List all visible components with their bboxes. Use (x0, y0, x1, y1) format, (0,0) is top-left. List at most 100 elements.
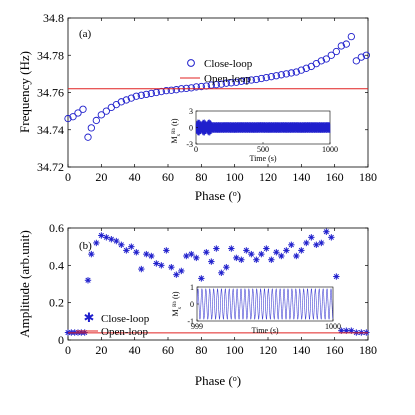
panel-b-close-loop-point (113, 237, 120, 245)
panel-a-close-loop-point (217, 80, 225, 88)
panel-a-x-tick-label: 180 (359, 170, 377, 184)
panel-b-close-loop-point (148, 252, 155, 260)
panel-b-close-loop-point (168, 264, 175, 271)
panel-b-series (64, 228, 370, 336)
panel-a-legend-label-open-loop: Open-loop (204, 73, 252, 85)
panel-b-inset-y-tick-label: -1 (187, 317, 194, 326)
panel-a-label: (a) (79, 28, 92, 40)
panel-b-close-loop-point (118, 241, 125, 248)
panel-a-close-loop-point (102, 107, 110, 115)
panel-a-close-loop-point (192, 83, 200, 91)
panel-b-close-loop-point (323, 228, 330, 235)
panel-b-x-tick-label: 120 (259, 343, 277, 357)
panel-a-close-loop-point (222, 79, 230, 87)
panel-a-close-loop-point (132, 92, 140, 100)
panel-a-x-axis-label: Phase (o) (195, 188, 241, 203)
panel-b-close-loop-point (243, 247, 250, 254)
panel-b-close-loop-point (183, 252, 190, 260)
panel-b-close-loop-point (153, 260, 160, 267)
panel-a-y-tick-label: 34.78 (37, 48, 64, 62)
panel-a-close-loop-point (282, 70, 290, 78)
panel-b-y-tick-label: 0.6 (49, 221, 64, 235)
panel-a-close-loop-point (227, 79, 235, 87)
panel-a: (a) 0 20 40 60 80 100 120 140 160 180 34.7234.743… (17, 11, 377, 203)
panel-b-close-loop-point (263, 245, 270, 252)
panel-a-inset-y-tick-label: 0 (189, 124, 193, 133)
panel-a-inset-trace-line (195, 119, 331, 136)
panel-a-x-tick-label: 60 (162, 170, 174, 184)
panel-a-close-loop-point (357, 53, 365, 61)
panel-b-close-loop-point (258, 250, 265, 258)
panel-b-y-ticks: 0 0.2 0.4 0.6 (49, 221, 368, 347)
panel-a-x-tick-label: 100 (226, 170, 244, 184)
panel-b-close-loop-point (163, 247, 170, 254)
panel-a-y-axis-label: Frequency (Hz) (17, 51, 32, 133)
panel-a-close-loop-point (362, 51, 370, 59)
panel-b-legend-label-close-loop: Close-loop (101, 313, 150, 325)
panel-a-close-loop-point (152, 88, 160, 97)
panel-a-y-tick-label: 34.72 (37, 160, 64, 174)
panel-a-close-loop-point (87, 124, 95, 132)
panel-a-x-tick-label: 140 (292, 170, 310, 184)
panel-b-y-tick-label: 0.2 (49, 296, 64, 310)
panel-b-close-loop-point (333, 273, 340, 280)
panel-b-close-loop-point (208, 258, 215, 265)
panel-b-x-ticks: 0 20 40 60 80 100 120 140 160 180 (65, 228, 377, 357)
panel-b-x-tick-label: 160 (326, 343, 344, 357)
panel-a-close-loop-point (64, 114, 72, 123)
panel-b-legend: ✱ Close-loop Open-loop (76, 311, 150, 338)
panel-a-x-tick-label: 80 (195, 170, 207, 184)
panel-b-close-loop-point (173, 271, 180, 278)
panel-b-close-loop-point (298, 247, 305, 254)
panel-b-inset-y-tick-label: 1 (190, 283, 194, 292)
panel-b-legend-label-open-loop: Open-loop (101, 326, 149, 338)
panel-b-close-loop-point (313, 241, 320, 248)
panel-b-close-loop-point (228, 245, 235, 252)
panel-a-close-loop-point (352, 57, 360, 65)
panel-a-close-loop-point (127, 94, 135, 102)
panel-a-close-loop-point (162, 86, 170, 95)
panel-a-close-loop-point (242, 77, 250, 85)
panel-b-close-loop-point (328, 234, 335, 241)
panel-a-close-loop-point (74, 109, 82, 117)
panel-a-close-loop-point (302, 64, 310, 72)
panel-a-close-loop-point (337, 42, 345, 50)
panel-a-y-ticks: 34.72 34.74 34.76 34.78 34.8 (37, 11, 368, 174)
panel-a-y-tick-label: 34.74 (37, 123, 64, 137)
panel-a-x-tick-label: 40 (129, 170, 141, 184)
panel-a-close-loop-point (69, 113, 77, 121)
panel-b-y-tick-label: 0 (58, 333, 64, 347)
panel-a-x-tick-label: 20 (95, 170, 107, 184)
panel-a-legend-label-close-loop: Close-loop (204, 58, 253, 70)
panel-b-close-loop-point (318, 239, 325, 247)
panel-a-close-loop-point (272, 72, 280, 80)
panel-b-close-loop-point (253, 256, 260, 263)
panel-b-close-loop-point (128, 243, 135, 250)
panel-a-close-loop-point (287, 69, 295, 77)
panel-a-inset-x-tick-label: 1000 (322, 145, 338, 154)
panel-a-close-loop-point (92, 116, 100, 125)
panel-b-x-tick-label: 140 (292, 343, 310, 357)
panel-b-close-loop-point (283, 247, 290, 254)
panel-a-close-loop-point (84, 133, 92, 141)
panel-b-label: (b) (79, 240, 92, 252)
panel-b-close-loop-point (103, 234, 110, 241)
panel-b-x-tick-label: 40 (129, 343, 141, 357)
panel-b-x-tick-label: 20 (95, 343, 107, 357)
panel-a-x-ticks: 0 20 40 60 80 100 120 140 160 180 (65, 18, 377, 184)
panel-a-x-tick-label: 0 (65, 170, 71, 184)
panel-b-inset-y-axis-label: MxRb (t) (171, 291, 183, 316)
panel-a-close-loop-point (212, 81, 220, 89)
panel-a-legend: Close-loop Open-loop (180, 58, 253, 85)
panel-b-x-tick-label: 180 (359, 343, 377, 357)
panel-b-close-loop-point (213, 245, 220, 252)
panel-a-close-loop-point (97, 111, 105, 119)
panel-b-close-loop-point (108, 236, 115, 243)
panel-b-close-loop-point (93, 239, 100, 247)
panel-a-close-loop-point (342, 40, 350, 48)
panel-b-close-loop-point (273, 249, 280, 256)
panel-a-close-loop-point (79, 105, 87, 113)
